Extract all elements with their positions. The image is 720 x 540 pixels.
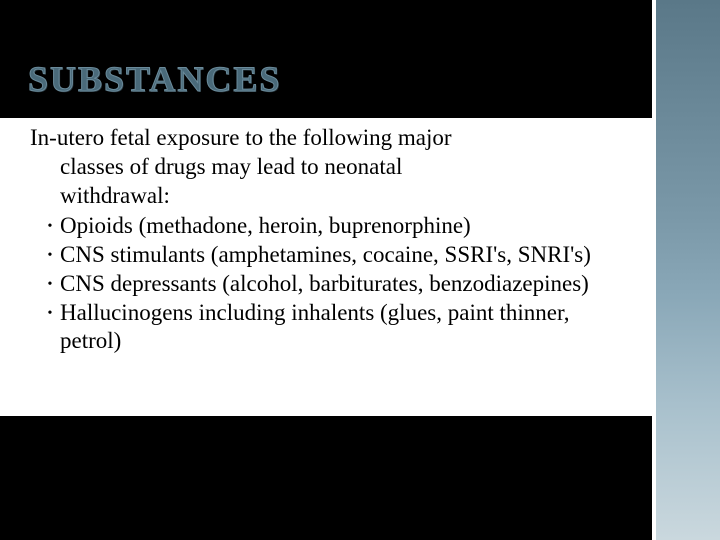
list-item: • Opioids (methadone, heroin, buprenorph… xyxy=(40,212,632,241)
intro-line-1: In-utero fetal exposure to the following… xyxy=(0,118,652,153)
bullet-icon: • xyxy=(40,212,60,241)
content-area: SUBSTANCES In-utero fetal exposure to th… xyxy=(0,0,652,540)
sidebar-border xyxy=(652,0,656,540)
bullet-icon: • xyxy=(40,299,60,357)
bullet-text: Hallucinogens including inhalents (glues… xyxy=(60,299,632,357)
bullet-list: • Opioids (methadone, heroin, buprenorph… xyxy=(0,210,652,416)
bullet-text: CNS stimulants (amphetamines, cocaine, S… xyxy=(60,241,632,270)
bullet-text: Opioids (methadone, heroin, buprenorphin… xyxy=(60,212,632,241)
bullet-text: CNS depressants (alcohol, barbiturates, … xyxy=(60,270,632,299)
list-item: • CNS depressants (alcohol, barbiturates… xyxy=(40,270,632,299)
intro-line-3: withdrawal: xyxy=(0,182,652,211)
slide-title: SUBSTANCES xyxy=(28,58,652,100)
sidebar-gradient xyxy=(652,0,720,540)
bullet-icon: • xyxy=(40,270,60,299)
list-item: • CNS stimulants (amphetamines, cocaine,… xyxy=(40,241,632,270)
bullet-icon: • xyxy=(40,241,60,270)
slide: SUBSTANCES In-utero fetal exposure to th… xyxy=(0,0,720,540)
list-item: • Hallucinogens including inhalents (glu… xyxy=(40,299,632,357)
intro-line-2: classes of drugs may lead to neonatal xyxy=(0,153,652,182)
